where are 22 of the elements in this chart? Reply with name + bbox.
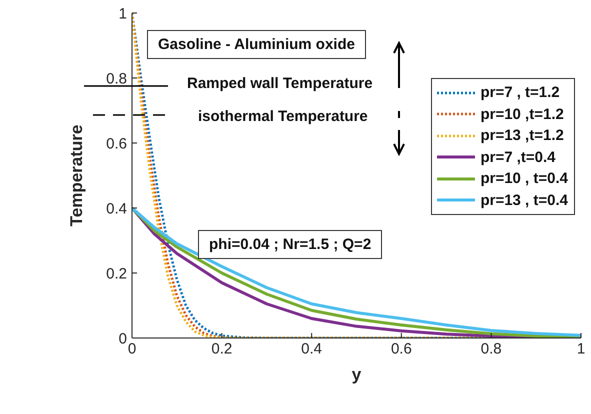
y-axis-title: Temperature	[67, 124, 86, 226]
annotation: isothermal Temperature	[198, 108, 368, 125]
y-tick-label: 0.2	[106, 265, 127, 282]
x-axis-title: y	[352, 365, 362, 384]
annotation: Gasoline - Aluminium oxide	[147, 30, 366, 59]
y-tick-label: 1	[118, 5, 127, 22]
legend-label: pr=13 ,t=1.2	[480, 126, 564, 146]
x-tick-label: 0.2	[211, 340, 232, 358]
x-tick-label: 0.8	[480, 340, 502, 358]
x-tick-label: 1	[576, 340, 586, 358]
annotation: Ramped wall Temperature	[187, 75, 373, 92]
annotation: phi=0.04 ; Nr=1.5 ; Q=2	[198, 230, 382, 259]
legend-label: pr=10 ,t=1.2	[480, 104, 564, 124]
x-tick-label: 0.6	[390, 340, 412, 358]
legend-label: pr=13 , t=0.4	[480, 190, 568, 210]
y-tick-label: 0.4	[106, 200, 127, 218]
legend-label: pr=7 , t=1.2	[480, 83, 560, 103]
x-tick-label: 0.4	[301, 340, 322, 358]
y-tick-label: 0.6	[106, 135, 127, 152]
legend-label: pr=7 ,t=0.4	[480, 148, 556, 168]
legend-label: pr=10 , t=0.4	[480, 169, 568, 189]
y-tick-label: 0.8	[106, 70, 127, 88]
